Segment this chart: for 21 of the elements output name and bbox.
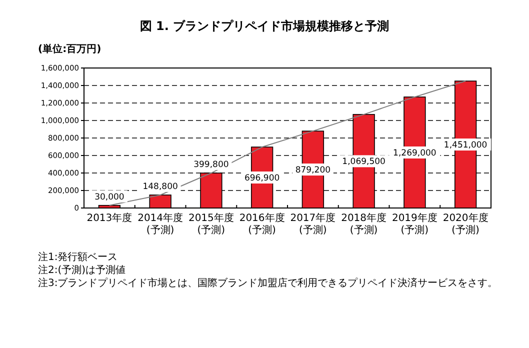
data-label: 1,069,500 [342, 157, 386, 168]
data-label: 1,451,000 [444, 140, 488, 150]
x-tick-label: 2017年度(予測) [290, 212, 336, 236]
x-tick-label: 2016年度(予測) [239, 212, 285, 236]
x-tick-label: 2013年度 [86, 212, 132, 224]
x-tick-label: 2018年度(予測) [341, 212, 387, 236]
x-tick-label: 2019年度(予測) [392, 212, 438, 236]
data-label: 399,800 [194, 160, 229, 170]
data-label: 148,800 [142, 182, 178, 192]
x-tick-label: 2015年度(予測) [188, 212, 234, 236]
y-axis-title: (単位:百万円) [38, 43, 102, 55]
data-label: 696,900 [244, 173, 280, 184]
data-label: 1,269,000 [393, 148, 436, 158]
x-tick-label: 2020年度(予測) [442, 212, 488, 236]
text: 注1:発行額ベース [38, 251, 118, 263]
text: 注3:ブランドプリペイド市場とは、国際ブランド加盟店で利用できるプリペイド決済サービスをさす。 [38, 277, 498, 289]
x-tick-label: 2014年度(予測) [138, 212, 184, 236]
text: 注2:(予測)は予測値 [38, 264, 126, 276]
chart-title: 図 1. ブランドプリペイド市場規模推移と予測 [140, 19, 390, 33]
data-label: 30,000 [94, 192, 124, 202]
data-label: 879,200 [295, 166, 331, 176]
